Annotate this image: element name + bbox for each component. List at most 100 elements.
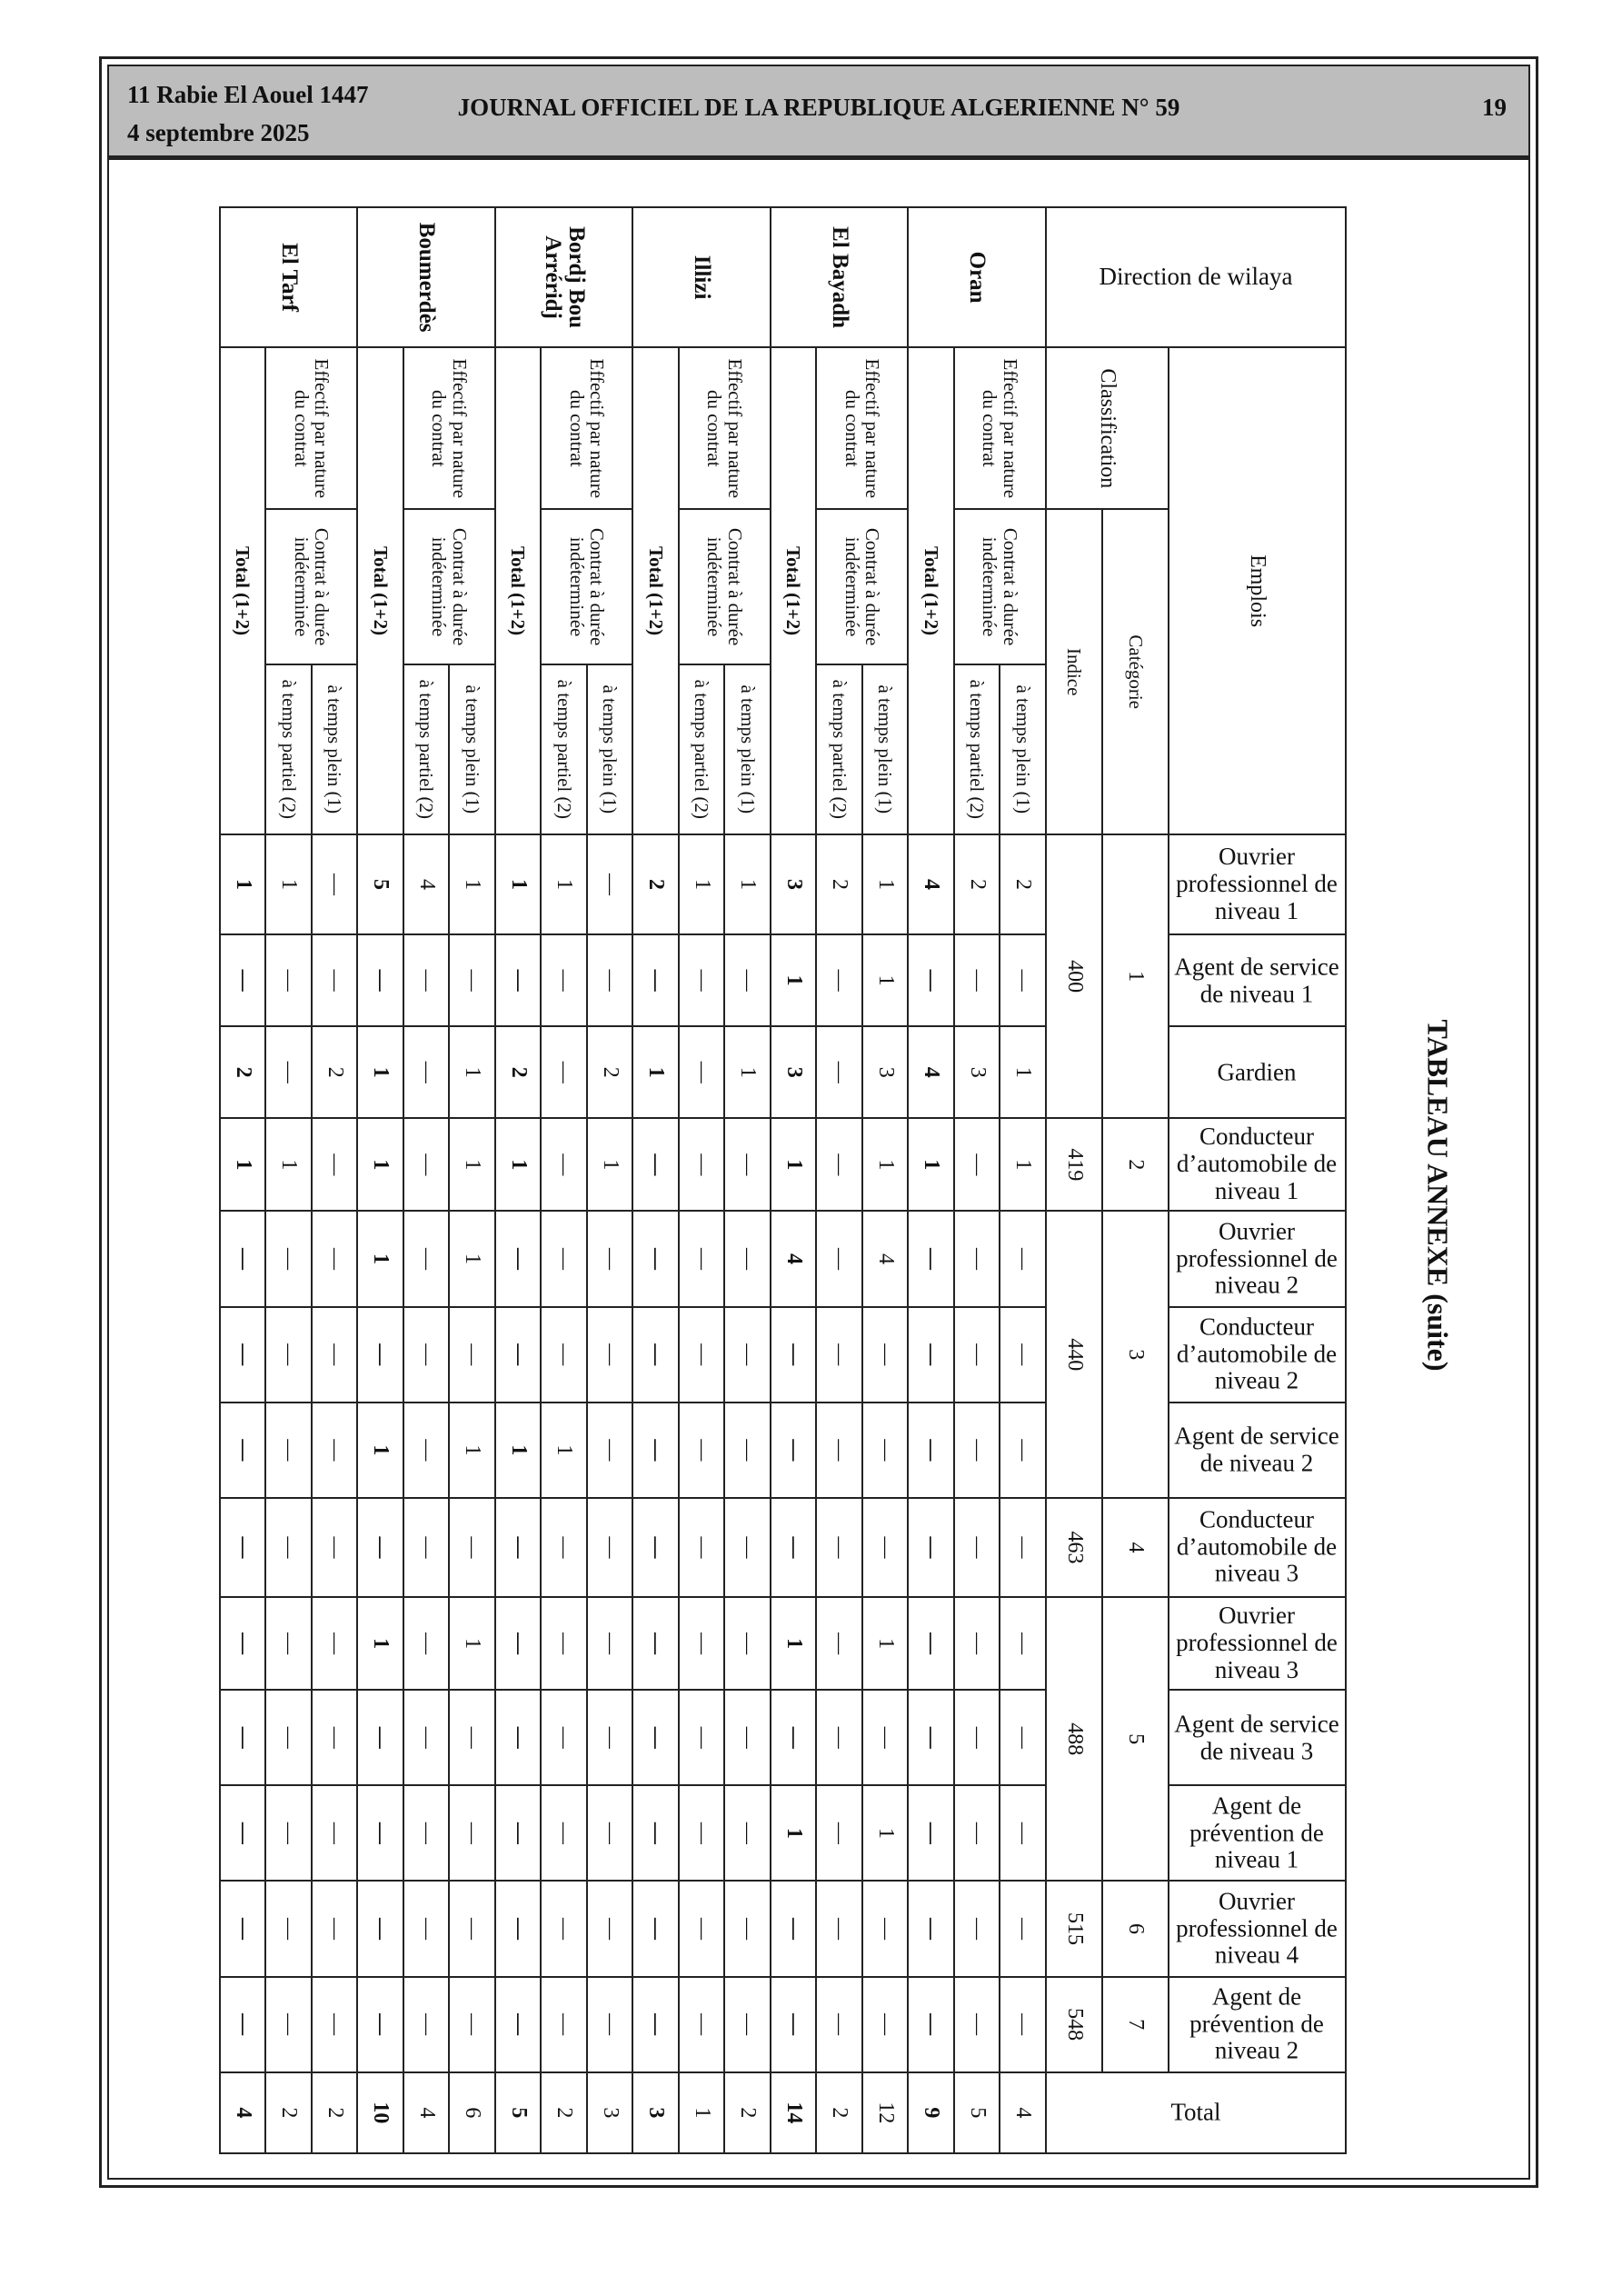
value-partiel: — — [954, 1402, 1000, 1498]
value-total: 14 — [771, 2071, 817, 2153]
value-partiel: — — [679, 1976, 725, 2072]
value-total: — — [220, 1306, 266, 1403]
value-plein: — — [312, 1497, 358, 1598]
value-total: — — [357, 1306, 403, 1403]
value-partiel: — — [403, 1497, 450, 1598]
value-plein: — — [724, 1690, 771, 1786]
value-plein: — — [312, 1306, 358, 1403]
journal-header: 11 Rabie El Aouel 1447 4 septembre 2025 … — [109, 66, 1528, 160]
value-partiel: — — [679, 1118, 725, 1212]
value-total: — — [495, 1597, 542, 1691]
value-partiel: 2 — [541, 2071, 587, 2153]
emploi-header-text: Conducteur d’automobile de niveau 3 — [1177, 1505, 1338, 1588]
value-total: 4 — [220, 2071, 266, 2153]
value-total: 5 — [357, 834, 403, 935]
emploi-header-text: Agent de service de niveau 3 — [1174, 1710, 1340, 1764]
value-total: — — [632, 1211, 679, 1307]
partiel-label: à temps partiel (2) — [403, 664, 450, 834]
value-partiel: — — [265, 1881, 312, 1977]
value-total: 1 — [771, 934, 817, 1027]
emploi-header: Conducteur d’automobile de niveau 2 — [1169, 1306, 1346, 1403]
value-total: — — [220, 1976, 266, 2072]
direction-header-text: Direction de wilaya — [1099, 263, 1293, 291]
emploi-header: Agent de service de niveau 2 — [1169, 1402, 1346, 1498]
cdi-label: Contrat à durée indéterminée — [679, 509, 771, 664]
value-plein: 4 — [862, 1211, 909, 1307]
value-partiel: — — [816, 1597, 862, 1691]
value-total: 1 — [771, 1118, 817, 1212]
value-plein: — — [312, 1976, 358, 2072]
value-plein: 1 — [862, 1785, 909, 1882]
journal-title: JOURNAL OFFICIEL DE LA REPUBLIQUE ALGERI… — [457, 94, 1180, 121]
value-plein: — — [1000, 1497, 1046, 1598]
value-total: 3 — [632, 2071, 679, 2153]
value-total: 1 — [632, 1026, 679, 1119]
wilaya-name: Oran — [908, 207, 1046, 348]
value-total: — — [771, 1402, 817, 1498]
value-total: — — [495, 1690, 542, 1786]
value-plein: — — [724, 1118, 771, 1212]
value-total: — — [220, 1690, 266, 1786]
emploi-header: Agent de service de niveau 1 — [1169, 934, 1346, 1027]
value-partiel: — — [954, 1497, 1000, 1598]
indice-value: 440 — [1046, 1211, 1102, 1498]
value-partiel: 2 — [816, 2071, 862, 2153]
value-partiel: — — [679, 934, 725, 1027]
plein-label: à temps plein (1) — [587, 664, 633, 834]
value-plein: 2 — [1000, 834, 1046, 935]
value-total: 1 — [357, 1026, 403, 1119]
emploi-header: Conducteur d’automobile de niveau 1 — [1169, 1118, 1346, 1212]
value-plein: — — [587, 1306, 633, 1403]
value-total: — — [220, 1881, 266, 1977]
value-partiel: — — [816, 1026, 862, 1119]
value-plein: — — [587, 1785, 633, 1882]
plein-label: à temps plein (1) — [1000, 664, 1046, 834]
value-plein: — — [312, 934, 358, 1027]
categorie-value: 4 — [1102, 1497, 1169, 1598]
value-total: — — [908, 934, 954, 1027]
value-plein: — — [1000, 1976, 1046, 2072]
value-plein: 1 — [449, 1118, 495, 1212]
value-plein: — — [862, 1881, 909, 1977]
date-hijri: 11 Rabie El Aouel 1447 — [127, 81, 369, 108]
value-partiel: — — [541, 1976, 587, 2072]
value-plein: — — [862, 1690, 909, 1786]
value-plein: — — [312, 1881, 358, 1977]
value-plein: — — [1000, 1881, 1046, 1977]
page-frame-inner: 11 Rabie El Aouel 1447 4 septembre 2025 … — [107, 65, 1530, 2180]
emploi-header-text: Gardien — [1218, 1057, 1297, 1085]
value-partiel: — — [265, 1976, 312, 2072]
categorie-value: 2 — [1102, 1118, 1169, 1212]
value-partiel: — — [954, 1881, 1000, 1977]
value-plein: — — [1000, 1597, 1046, 1691]
value-partiel: — — [541, 1597, 587, 1691]
value-partiel: — — [954, 934, 1000, 1027]
emploi-header-text: Agent de prévention de niveau 2 — [1189, 1982, 1325, 2065]
value-partiel: — — [954, 1211, 1000, 1307]
effectif-label: Effectif par nature du contrat — [403, 347, 495, 510]
value-plein: 1 — [449, 1597, 495, 1691]
value-partiel: — — [679, 1597, 725, 1691]
value-total: 1 — [220, 834, 266, 935]
value-plein: — — [449, 1785, 495, 1882]
value-total: — — [632, 1976, 679, 2072]
value-total: — — [495, 1211, 542, 1307]
value-plein: — — [862, 1976, 909, 2072]
annex-table-rotated: Direction de wilaya Emplois Ouvrier profes… — [218, 206, 1347, 2154]
value-plein: — — [1000, 1690, 1046, 1786]
partiel-label: à temps partiel (2) — [816, 664, 862, 834]
value-plein: — — [587, 1690, 633, 1786]
value-plein: 1 — [724, 1026, 771, 1119]
cdi-label: Contrat à durée indéterminée — [954, 509, 1046, 664]
emplois-header: Emplois — [1169, 347, 1346, 834]
categorie-value: 6 — [1102, 1881, 1169, 1977]
value-partiel: 1 — [541, 1402, 587, 1498]
value-partiel: — — [954, 1976, 1000, 2072]
value-partiel: — — [265, 1402, 312, 1498]
value-total: — — [771, 1690, 817, 1786]
indice-value: 488 — [1046, 1597, 1102, 1882]
value-plein: 2 — [312, 2071, 358, 2153]
classification-header: Classification — [1046, 347, 1169, 510]
value-partiel: 1 — [679, 2071, 725, 2153]
date-gregorian: 4 septembre 2025 — [127, 119, 310, 146]
